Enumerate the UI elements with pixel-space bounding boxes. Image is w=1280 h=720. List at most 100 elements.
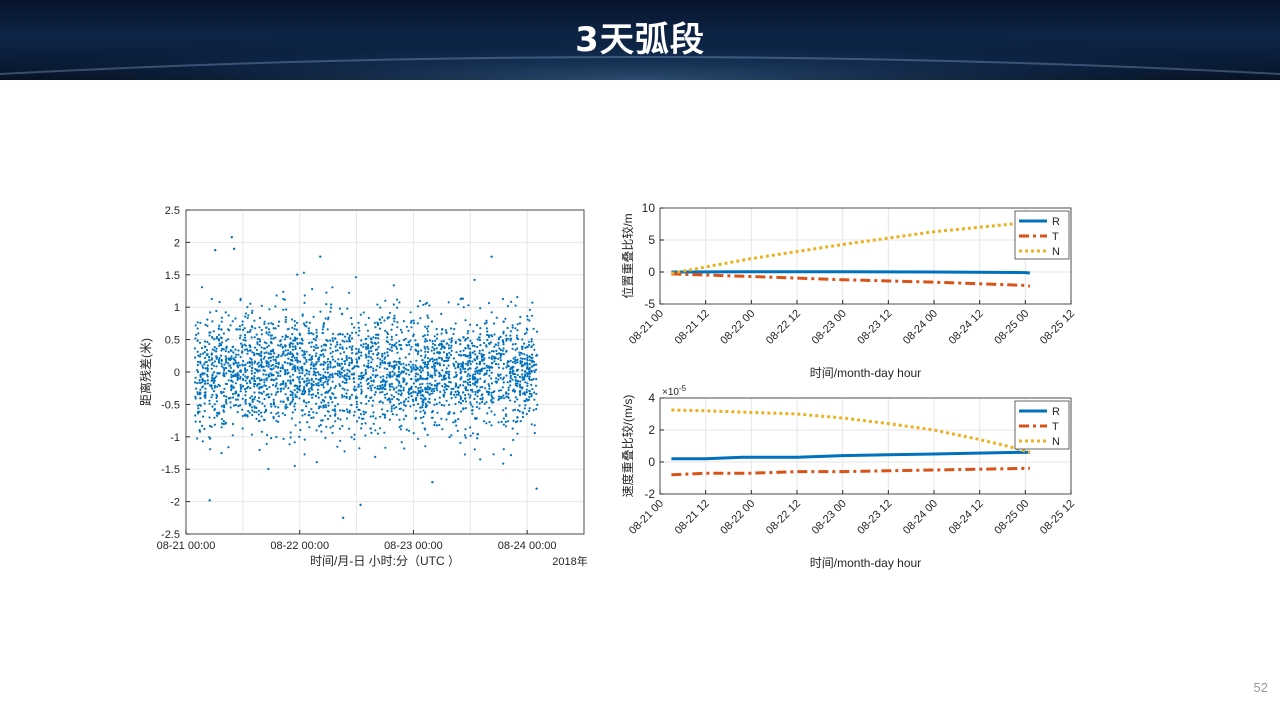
data-point <box>301 354 304 357</box>
data-point <box>246 331 249 334</box>
data-point <box>407 329 410 332</box>
data-point <box>398 301 401 304</box>
data-point <box>255 333 258 336</box>
data-point <box>495 352 498 356</box>
data-point <box>466 362 469 365</box>
data-point <box>315 402 318 405</box>
data-point <box>514 342 517 346</box>
data-point <box>427 325 430 328</box>
data-point <box>331 355 334 358</box>
data-point <box>206 375 209 378</box>
data-point <box>485 345 488 348</box>
data-point <box>319 379 322 382</box>
data-point <box>237 349 240 352</box>
data-point <box>241 414 244 418</box>
data-point <box>415 359 418 362</box>
data-point <box>298 380 301 383</box>
data-point <box>262 373 265 376</box>
data-point <box>536 403 539 406</box>
data-point <box>403 403 406 406</box>
data-point <box>459 384 462 387</box>
data-point <box>308 341 311 344</box>
data-point <box>523 357 526 360</box>
data-point <box>227 350 230 354</box>
data-point <box>530 338 533 341</box>
data-point <box>294 369 297 373</box>
data-point <box>213 338 216 341</box>
data-point <box>481 396 484 399</box>
data-point <box>208 425 212 428</box>
data-point <box>258 369 261 372</box>
data-point <box>421 388 424 392</box>
data-point <box>431 340 434 343</box>
data-point <box>440 312 443 316</box>
data-point <box>521 376 524 379</box>
data-point <box>218 356 221 360</box>
data-point <box>295 356 298 359</box>
data-point <box>284 354 287 357</box>
data-point <box>370 346 373 349</box>
data-point <box>299 342 302 345</box>
data-point <box>379 415 382 418</box>
data-point <box>466 389 469 392</box>
data-point <box>381 316 384 319</box>
data-point <box>194 414 197 417</box>
y-tick-label: 2 <box>174 237 180 249</box>
data-point <box>263 341 266 344</box>
data-point <box>518 322 521 325</box>
data-point <box>373 341 376 344</box>
data-point <box>285 336 288 339</box>
data-point <box>331 409 335 412</box>
data-point <box>279 400 282 403</box>
data-point <box>372 411 375 414</box>
data-point <box>393 314 396 317</box>
data-point <box>277 406 280 409</box>
data-point <box>416 394 419 397</box>
data-point <box>239 404 242 407</box>
data-point <box>400 372 403 375</box>
data-point <box>284 382 287 385</box>
data-point <box>230 389 233 392</box>
data-point <box>357 348 360 351</box>
data-point <box>454 390 457 393</box>
data-point <box>249 387 252 390</box>
data-point <box>251 309 254 312</box>
data-point <box>251 363 254 366</box>
data-point <box>341 333 344 336</box>
data-point <box>502 343 505 346</box>
data-point <box>310 393 313 396</box>
data-point <box>270 393 273 396</box>
data-point <box>434 421 437 424</box>
data-point <box>422 399 425 402</box>
data-point <box>533 424 536 427</box>
data-point <box>408 373 411 376</box>
data-point <box>530 340 533 343</box>
data-point <box>320 393 323 396</box>
data-point <box>442 378 445 381</box>
data-point <box>268 331 271 334</box>
data-point <box>265 331 268 335</box>
data-point <box>232 385 235 388</box>
data-point <box>396 321 399 324</box>
data-point <box>476 380 479 383</box>
data-point <box>350 403 353 407</box>
data-point <box>256 399 259 402</box>
data-point <box>405 364 408 367</box>
data-point <box>459 343 462 346</box>
data-point <box>208 384 211 387</box>
data-point <box>386 351 389 354</box>
data-point <box>479 386 482 389</box>
data-point <box>525 345 529 348</box>
data-point <box>338 409 342 412</box>
data-point <box>329 360 332 363</box>
data-point <box>292 398 295 401</box>
data-point <box>210 357 213 360</box>
data-point <box>258 344 261 347</box>
data-point <box>312 367 315 370</box>
data-point <box>471 412 474 415</box>
data-point <box>433 369 436 372</box>
data-point <box>442 395 445 398</box>
data-point <box>281 345 284 349</box>
data-point <box>407 369 410 372</box>
data-point <box>341 394 344 397</box>
